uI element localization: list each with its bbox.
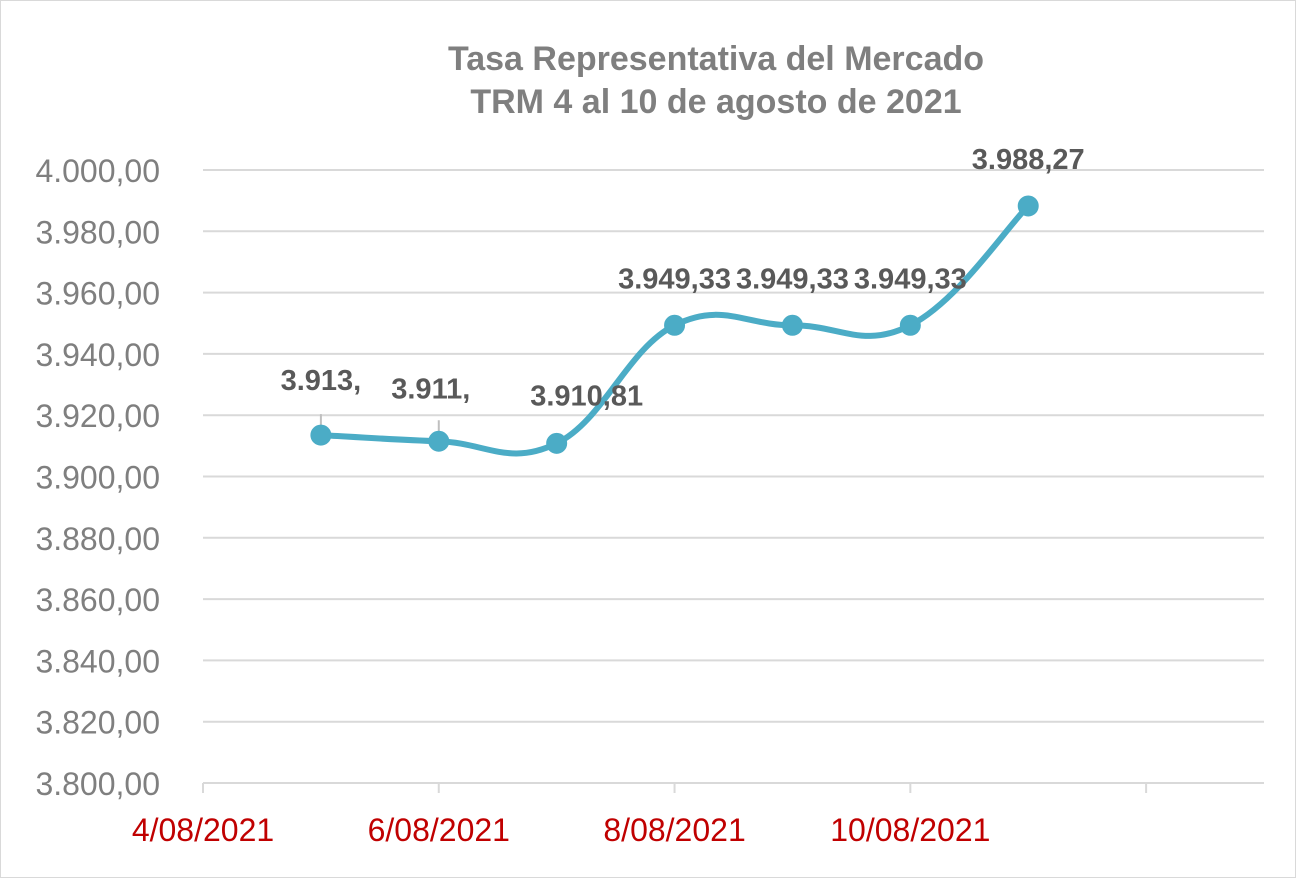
data-point-marker [1017,195,1039,217]
chart-title-line-1: Tasa Representativa del Mercado [448,40,984,78]
x-tick-label: 10/08/2021 [830,812,990,848]
y-tick-label: 3.960,00 [35,276,160,312]
x-axis-ticks: 4/08/2021 6/08/2021 8/08/2021 10/08/2021 [132,812,991,848]
data-label: 3.913, [281,365,362,397]
data-point-marker [546,432,568,454]
x-tick-label: 6/08/2021 [368,812,510,848]
data-point-marker [664,314,686,336]
y-tick-label: 3.920,00 [35,398,160,434]
data-label: 3.949,33 [736,263,849,295]
y-axis-ticks: 4.000,00 3.980,00 3.960,00 3.940,00 3.920,00… [35,153,160,802]
y-tick-label: 3.980,00 [35,214,160,250]
y-tick-label: 3.940,00 [35,337,160,373]
y-tick-label: 3.900,00 [35,460,160,496]
data-label: 3.988,27 [972,144,1085,176]
x-axis [202,782,1264,793]
y-tick-label: 3.820,00 [35,705,160,741]
y-tick-label: 3.800,00 [35,766,160,802]
x-tick-label: 4/08/2021 [132,812,274,848]
data-point-marker [428,430,450,452]
data-point-marker [781,314,803,336]
data-points [310,195,1039,454]
gridlines [203,169,1264,723]
y-tick-label: 4.000,00 [35,153,160,189]
data-label: 3.949,33 [618,263,731,295]
data-label: 3.911, [391,373,470,405]
y-tick-label: 3.840,00 [35,643,160,679]
y-tick-label: 3.860,00 [35,582,160,618]
chart-title-line-2: TRM 4 al 10 de agosto de 2021 [470,83,961,121]
chart-title: Tasa Representativa del Mercado TRM 4 al… [448,40,984,121]
data-point-marker [310,424,332,446]
data-label: 3.949,33 [854,263,967,295]
data-label: 3.910,81 [530,380,643,412]
y-tick-label: 3.880,00 [35,521,160,557]
data-labels: 3.913, 3.911, 3.910,813.949,33 3.949,33 3.94… [281,144,1085,412]
data-point-marker [899,314,921,336]
x-tick-label: 8/08/2021 [603,812,745,848]
